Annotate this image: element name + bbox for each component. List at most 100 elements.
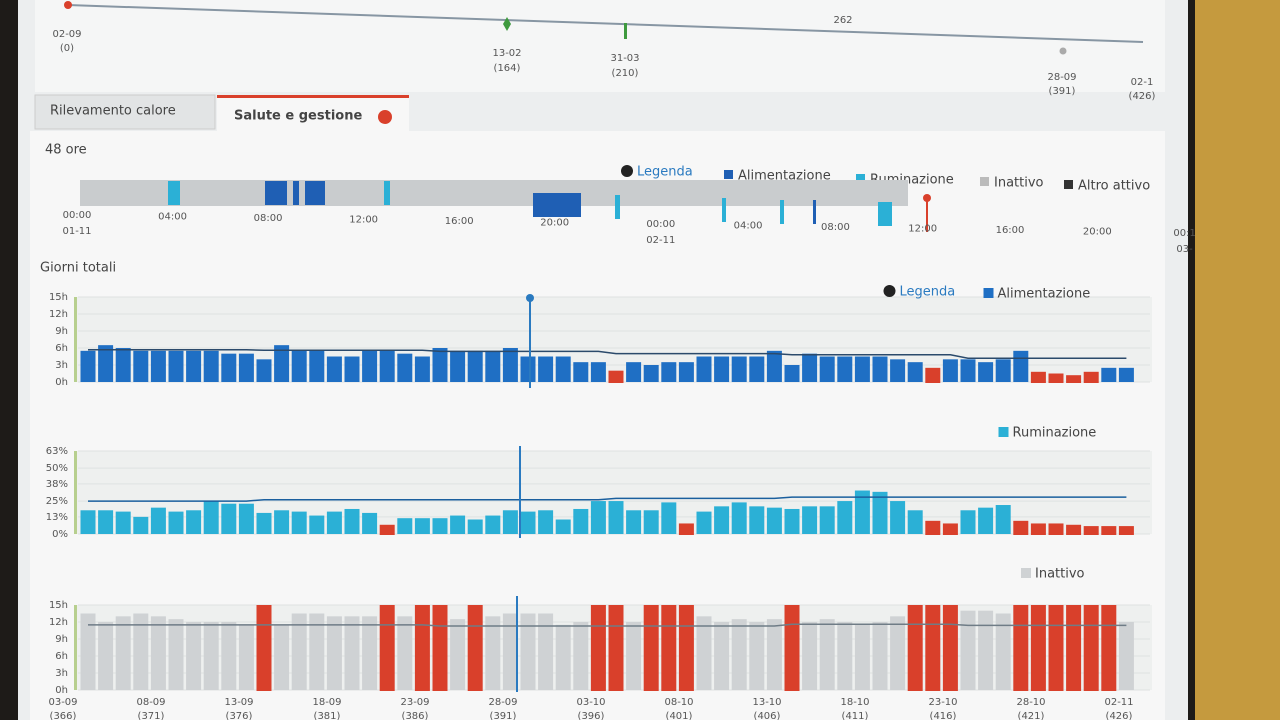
bar — [784, 365, 800, 382]
marker-day: (164) — [494, 63, 521, 74]
bar — [326, 356, 342, 382]
marker-date: 02-09 — [52, 29, 81, 40]
alert-flag — [1048, 534, 1064, 535]
strip-seg — [168, 181, 180, 205]
x-tick-sublabel: (391) — [490, 711, 517, 720]
bar — [960, 610, 976, 690]
legend-link[interactable]: Legenda — [637, 165, 693, 180]
alert-flag — [942, 690, 958, 691]
bar — [907, 510, 923, 534]
bar — [274, 510, 290, 534]
alert-flag — [1083, 690, 1099, 691]
bar — [467, 350, 483, 382]
bar — [678, 523, 694, 534]
bar — [960, 510, 976, 534]
bar — [872, 356, 888, 382]
bar — [186, 510, 202, 534]
bar — [291, 613, 307, 690]
legend-label: Inattivo — [1035, 567, 1085, 582]
bar — [960, 359, 976, 382]
bar — [203, 622, 219, 690]
x-tick-label: 23-10 — [928, 697, 957, 708]
x-tick-label: 03-09 — [48, 697, 77, 708]
bar — [203, 350, 219, 382]
alert-flag — [379, 690, 395, 691]
bar — [1101, 605, 1117, 690]
bar — [661, 502, 677, 534]
bar — [1101, 367, 1117, 382]
strip-seg — [265, 181, 287, 205]
alert-flag — [1101, 690, 1117, 691]
bar — [890, 359, 906, 382]
bar — [802, 353, 818, 382]
average-line — [88, 623, 1127, 627]
bar — [942, 605, 958, 690]
bar — [221, 503, 237, 534]
bar — [133, 516, 149, 534]
bar — [661, 605, 677, 690]
y-tick-label: 9h — [55, 634, 68, 645]
marker-tick — [624, 23, 627, 39]
bar — [485, 616, 501, 690]
bar — [485, 350, 501, 382]
bar — [784, 605, 800, 690]
bar — [590, 501, 606, 534]
tab-active[interactable] — [217, 95, 409, 131]
bar — [309, 515, 325, 534]
time-label: 00:00 — [646, 219, 675, 230]
bar — [344, 356, 360, 382]
legend-link[interactable]: Legenda — [900, 285, 956, 300]
bar — [538, 613, 554, 690]
bar — [837, 501, 853, 534]
bar — [608, 605, 624, 690]
tab-label[interactable]: Salute e gestione — [234, 109, 362, 124]
tab[interactable] — [34, 94, 216, 130]
marker-date: 31-03 — [610, 53, 639, 64]
y-tick-label: 0h — [55, 685, 68, 696]
alert-flag — [608, 382, 624, 383]
bar — [203, 501, 219, 534]
axis-range — [74, 605, 77, 690]
alert-flag — [1066, 690, 1082, 691]
alert-flag — [643, 690, 659, 691]
bar — [766, 350, 782, 382]
x-tick-label: 08-10 — [664, 697, 693, 708]
alert-flag — [379, 534, 395, 535]
marker-day: (426) — [1129, 91, 1156, 102]
alert-flag — [1030, 534, 1046, 535]
time-label: 12:00 — [349, 215, 378, 226]
time-label: 00:1 — [1173, 228, 1195, 239]
bar — [502, 510, 518, 534]
bar — [872, 622, 888, 690]
x-tick-sublabel: (376) — [226, 711, 253, 720]
bar — [414, 356, 430, 382]
bar — [326, 616, 342, 690]
alert-flag — [1048, 690, 1064, 691]
average-line — [88, 496, 1127, 502]
legend-label: Inattivo — [994, 176, 1044, 191]
time-label: 20:00 — [540, 218, 569, 229]
bar — [995, 613, 1011, 690]
bar — [925, 520, 941, 534]
y-tick-label: 3h — [55, 668, 68, 679]
alert-flag — [1030, 690, 1046, 691]
bar — [362, 616, 378, 690]
marker-day: (391) — [1049, 86, 1076, 97]
legend-label: Ruminazione — [1013, 426, 1097, 441]
legend-label: Altro attivo — [1078, 179, 1150, 194]
bar — [133, 613, 149, 690]
tab-label[interactable]: Rilevamento calore — [50, 104, 176, 119]
bar — [397, 616, 413, 690]
bar — [643, 365, 659, 382]
legend-swatch — [1021, 568, 1031, 578]
legend-swatch — [983, 288, 994, 298]
alert-flag — [1048, 382, 1064, 383]
x-tick-label: 18-10 — [840, 697, 869, 708]
bar — [854, 356, 870, 382]
bar — [1066, 605, 1082, 690]
bar — [344, 508, 360, 534]
bar — [291, 350, 307, 382]
bar — [555, 356, 571, 382]
marker-date: 13-02 — [492, 48, 521, 59]
timeline-panel — [35, 0, 1165, 92]
